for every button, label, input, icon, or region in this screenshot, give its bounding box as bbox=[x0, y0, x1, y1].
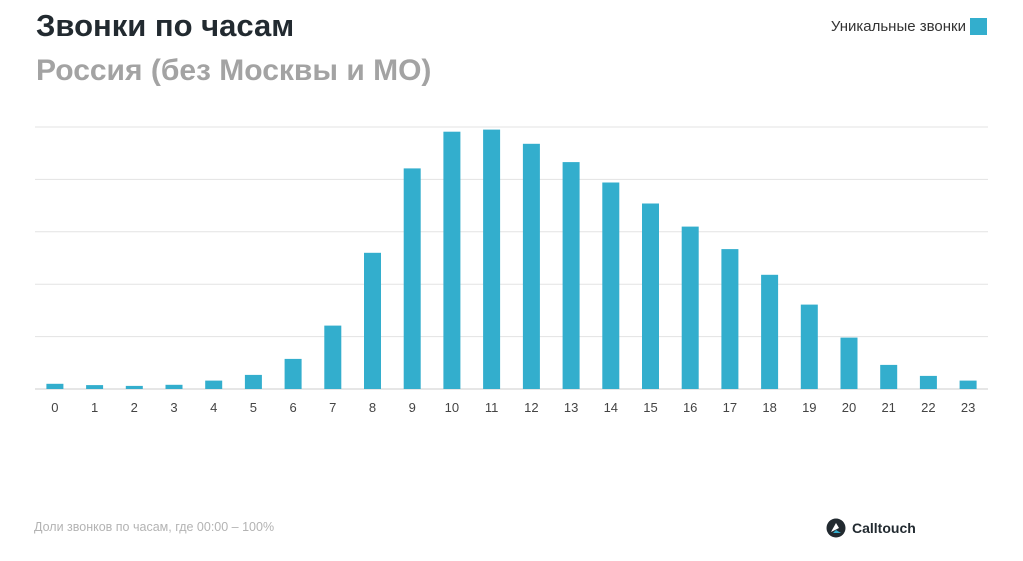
bar-hour-11 bbox=[483, 129, 501, 389]
bar-hour-14 bbox=[602, 182, 620, 389]
bar-hour-10 bbox=[443, 131, 461, 389]
bar-hour-13 bbox=[562, 162, 580, 389]
x-tick-label-7: 7 bbox=[329, 400, 336, 415]
bar-hour-16 bbox=[681, 226, 699, 389]
x-tick-label-6: 6 bbox=[289, 400, 296, 415]
x-tick-label-8: 8 bbox=[369, 400, 376, 415]
bar-hour-0 bbox=[46, 383, 64, 389]
bar-hour-4 bbox=[205, 380, 223, 389]
bar-hour-1 bbox=[86, 385, 104, 389]
chart-title: Звонки по часам bbox=[36, 8, 295, 43]
bar-hour-6 bbox=[284, 358, 302, 389]
bar-hour-3 bbox=[165, 384, 183, 389]
bar-hour-17 bbox=[721, 249, 739, 389]
x-tick-label-14: 14 bbox=[604, 400, 618, 415]
calltouch-logo: Calltouch bbox=[826, 518, 916, 538]
bar-hour-22 bbox=[919, 375, 937, 389]
bar-hour-23 bbox=[959, 380, 977, 389]
x-tick-label-23: 23 bbox=[961, 400, 975, 415]
x-tick-label-12: 12 bbox=[524, 400, 538, 415]
bar-chart: 0 1 2 3 4 5 6 7 8 9 10 11 12 13 14 15 16 17 18 19 20 21 22 23 bbox=[35, 126, 988, 415]
legend-label: Уникальные звонки bbox=[830, 18, 966, 35]
x-tick-label-5: 5 bbox=[250, 400, 257, 415]
bar-hour-12 bbox=[522, 143, 540, 389]
bar-hour-8 bbox=[364, 252, 381, 389]
x-tick-label-2: 2 bbox=[131, 400, 138, 415]
bar-hour-7 bbox=[324, 325, 342, 389]
grid-lines bbox=[35, 126, 988, 390]
bar-hour-15 bbox=[642, 203, 659, 389]
x-tick-label-13: 13 bbox=[564, 400, 578, 415]
x-tick-label-3: 3 bbox=[170, 400, 177, 415]
legend-swatch bbox=[970, 18, 987, 35]
x-tick-label-0: 0 bbox=[51, 400, 58, 415]
x-tick-label-4: 4 bbox=[210, 400, 217, 415]
footnote: Доли звонков по часам, где 00:00 – 100% bbox=[34, 520, 275, 534]
bar-hour-18 bbox=[761, 274, 779, 389]
x-tick-label-18: 18 bbox=[762, 400, 776, 415]
calltouch-logo-icon bbox=[826, 518, 846, 538]
x-tick-label-19: 19 bbox=[802, 400, 816, 415]
x-tick-label-10: 10 bbox=[445, 400, 459, 415]
x-tick-label-11: 11 bbox=[485, 400, 499, 415]
legend: Уникальные звонки bbox=[831, 18, 987, 35]
x-tick-label-1: 1 bbox=[91, 400, 98, 415]
x-axis-tick-labels: 0 1 2 3 4 5 6 7 8 9 10 11 12 13 14 15 16 17 18 19 20 21 22 23 bbox=[51, 400, 975, 415]
x-tick-label-17: 17 bbox=[723, 400, 737, 415]
x-tick-label-9: 9 bbox=[409, 400, 416, 415]
x-tick-label-15: 15 bbox=[643, 400, 657, 415]
x-tick-label-20: 20 bbox=[842, 400, 856, 415]
bar-hour-9 bbox=[403, 168, 421, 389]
x-tick-label-16: 16 bbox=[683, 400, 697, 415]
bar-hour-2 bbox=[125, 385, 143, 389]
bar-hour-5 bbox=[244, 374, 262, 389]
bar-hour-20 bbox=[840, 337, 858, 389]
chart-subtitle: Россия (без Москвы и МО) bbox=[36, 54, 432, 87]
logo-text: Calltouch bbox=[852, 520, 916, 536]
bars bbox=[46, 129, 977, 389]
x-tick-label-22: 22 bbox=[921, 400, 935, 415]
bar-hour-19 bbox=[800, 304, 818, 389]
bar-hour-21 bbox=[880, 364, 898, 389]
x-tick-label-21: 21 bbox=[881, 400, 895, 415]
